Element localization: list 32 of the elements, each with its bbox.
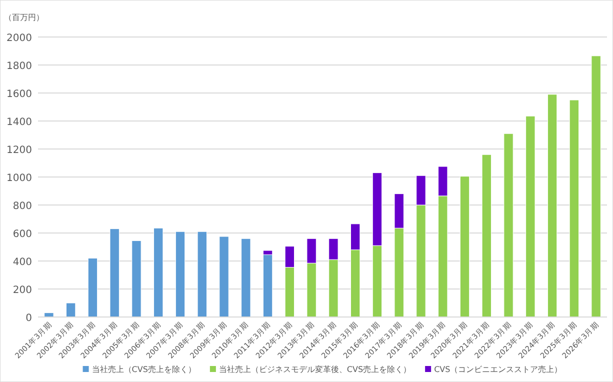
bar [569,100,580,318]
bar [110,228,120,318]
y-tick-label: 1000 [6,173,32,184]
bar [460,176,470,318]
y-tick-label: 1800 [6,61,32,72]
y-tick-label: 400 [12,257,32,268]
y-axis-title: （百万円） [4,13,44,22]
bar [88,258,98,318]
y-tick-label: 0 [26,313,32,324]
y-tick-label: 600 [12,229,32,240]
y-tick-label: 1600 [6,89,32,100]
y-tick-label: 2000 [6,33,32,44]
bar [66,302,76,318]
bar [262,254,273,318]
y-tick-label: 1200 [6,145,32,156]
bar [547,94,558,318]
bar [154,228,164,318]
bar [132,240,142,318]
legend-label: 当社売上（ビジネスモデル変革後、CVS売上を除く） [218,365,412,374]
y-tick-label: 1400 [6,117,32,128]
legend-label: 当社売上（CVS売上を除く） [92,365,196,374]
y-tick-label: 200 [12,285,32,296]
bar [241,238,251,318]
bar [175,231,186,318]
legend-label: CVS（コンビニエンスストア売上） [434,365,562,374]
bar [526,116,536,318]
y-tick-label: 800 [12,201,32,212]
bar [591,56,601,318]
bar [482,154,492,318]
bar [504,133,514,318]
bar [197,231,207,318]
bar [219,236,229,318]
